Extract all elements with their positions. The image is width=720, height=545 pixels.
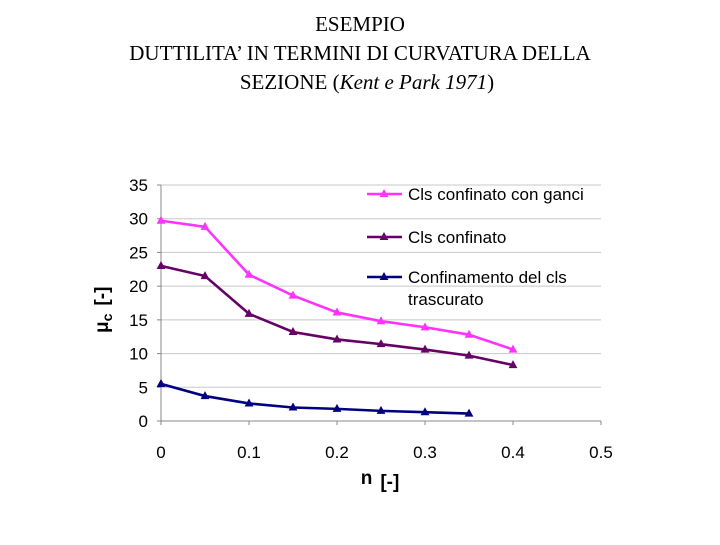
x-tick-label: 0.2	[325, 443, 349, 462]
data-point	[288, 327, 298, 336]
data-point	[379, 272, 389, 281]
data-point	[376, 316, 386, 325]
legend-label-3: Confinamento del cls	[408, 268, 567, 287]
data-point	[156, 215, 166, 224]
data-point	[420, 407, 430, 416]
data-point	[464, 350, 474, 359]
x-axis-label: n [-]	[361, 468, 400, 493]
data-point	[200, 221, 210, 230]
y-tick-label: 15	[129, 311, 148, 330]
legend-label-2: Cls confinato	[408, 228, 506, 247]
legend-label-3: trascurato	[408, 290, 484, 309]
y-tick-label: 30	[129, 210, 148, 229]
data-point	[420, 344, 430, 353]
data-point	[288, 402, 298, 411]
title-line-3-pre: SEZIONE (	[239, 70, 340, 94]
title-line-1: ESEMPIO	[315, 12, 405, 36]
x-tick-labels: 0 0.1 0.2 0.3 0.4 0.5	[156, 443, 613, 462]
data-point	[244, 308, 254, 317]
y-tick-label: 20	[129, 277, 148, 296]
x-tick-label: 0.4	[501, 443, 525, 462]
y-tick-label: 35	[129, 176, 148, 195]
title-line-2: DUTTILITA’ IN TERMINI DI CURVATURA DELLA	[129, 41, 591, 65]
title-line-3-post: )	[487, 70, 495, 94]
series-line-3	[160, 382, 470, 415]
data-point	[244, 398, 254, 407]
y-axis-label: μc[-]	[92, 287, 115, 333]
legend-label-1: Cls confinato con ganci	[408, 185, 584, 204]
data-point	[508, 344, 518, 353]
y-tick-label: 25	[129, 243, 148, 262]
axis-labels: n [-] μc[-]	[92, 287, 399, 493]
slide-title: ESEMPIO DUTTILITA’ IN TERMINI DI CURVATU…	[0, 10, 720, 97]
axes	[157, 184, 602, 425]
y-tick-label: 5	[139, 378, 148, 397]
data-point	[244, 269, 254, 278]
data-point	[332, 403, 342, 412]
data-point	[420, 322, 430, 331]
x-tick-label: 0	[156, 443, 165, 462]
data-point	[200, 391, 210, 400]
data-point	[376, 405, 386, 414]
data-point	[332, 334, 342, 343]
data-point	[508, 360, 518, 369]
data-point	[379, 189, 389, 198]
series-lines	[156, 215, 518, 417]
title-line-3: SEZIONE (Kent e Park 1971)	[0, 68, 720, 97]
y-tick-labels: 0 5 10 15 20 25 30 35	[129, 176, 148, 431]
data-point	[200, 271, 210, 280]
y-tick-label: 0	[139, 412, 148, 431]
data-point	[464, 408, 474, 417]
y-tick-label: 10	[129, 345, 148, 364]
data-point	[464, 329, 474, 338]
data-point	[379, 232, 389, 241]
data-point	[156, 260, 166, 269]
x-tick-label: 0.1	[237, 443, 261, 462]
data-point	[156, 378, 166, 387]
legend: Cls confinato con ganci Cls confinato Conf…	[367, 185, 584, 309]
data-point	[332, 307, 342, 316]
title-line-3-italic: Kent e Park 1971	[339, 70, 488, 94]
x-tick-label: 0.3	[413, 443, 437, 462]
x-tick-label: 0.5	[589, 443, 613, 462]
data-point	[288, 290, 298, 299]
data-point	[376, 339, 386, 348]
